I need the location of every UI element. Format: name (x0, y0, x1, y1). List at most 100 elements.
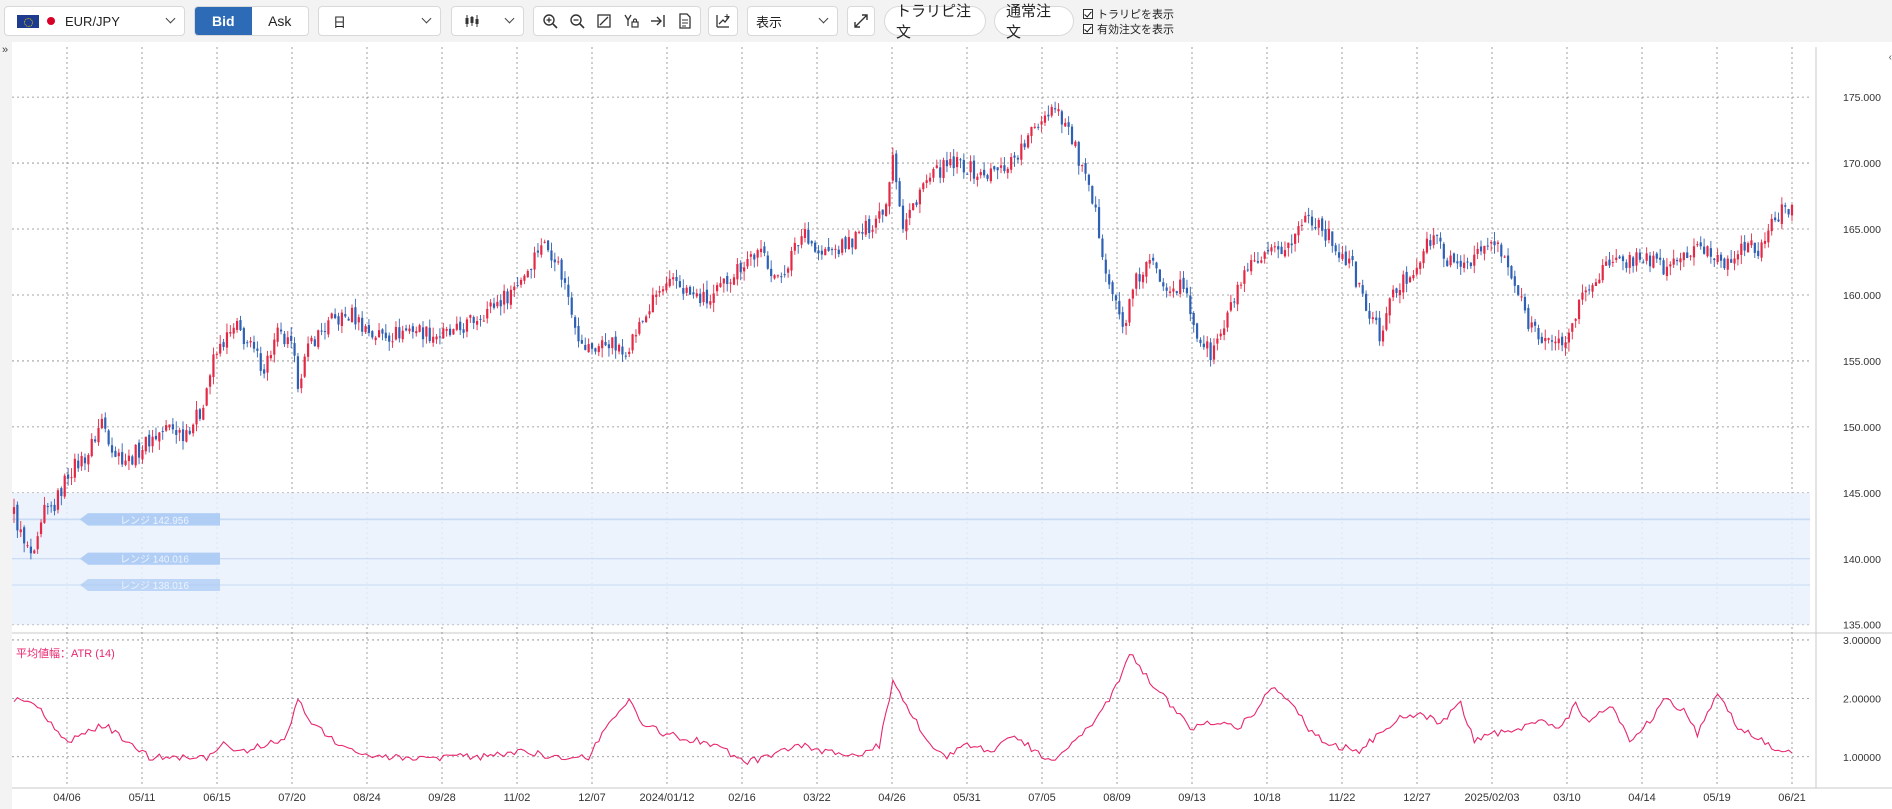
candle-body (1026, 135, 1030, 148)
chart-type-select[interactable] (451, 6, 524, 36)
candle-body (1435, 234, 1439, 236)
trendline-icon[interactable] (708, 6, 738, 36)
candle-body (36, 536, 39, 550)
candle-body (1530, 322, 1533, 328)
candle-body (1141, 274, 1145, 283)
symbol-select[interactable]: EUR/JPY (4, 6, 185, 36)
candle-body (492, 303, 496, 308)
candle-body (1608, 259, 1611, 266)
candle-body (908, 209, 911, 218)
candle-body (695, 293, 698, 297)
crosshair-lock-icon[interactable] (617, 7, 644, 35)
candle-body (465, 319, 469, 332)
candle-body (966, 173, 969, 175)
candle-body (1250, 260, 1253, 272)
candle-body (442, 328, 445, 339)
candle-body (952, 156, 955, 169)
candle-body (377, 330, 381, 338)
candle-body (1490, 242, 1493, 244)
candle-body (151, 436, 154, 447)
candle-body (26, 545, 29, 547)
jump-latest-icon[interactable] (644, 7, 671, 35)
candle-body (1500, 244, 1503, 257)
candle-body (198, 409, 202, 419)
candle-body (540, 245, 543, 255)
period-select[interactable]: 日 (318, 6, 441, 36)
zoom-out-icon[interactable] (563, 7, 590, 35)
collapse-panel-icon[interactable]: ‹ (1888, 52, 1892, 63)
candle-body (137, 442, 141, 458)
candle-body (1517, 285, 1520, 296)
range-tag (80, 552, 220, 565)
candle-body (672, 277, 675, 280)
candle-body (300, 378, 303, 389)
candle-body (452, 329, 455, 335)
candle-body (232, 327, 235, 334)
candle-body (631, 334, 634, 351)
show-active-orders-label: 有効注文を表示 (1097, 24, 1174, 36)
bid-button[interactable]: Bid (195, 7, 252, 35)
show-trarepi-checkbox[interactable]: トラリピを表示 (1083, 6, 1174, 22)
candle-body (864, 220, 867, 235)
candle-body (1337, 252, 1341, 258)
candle-body (1716, 254, 1719, 262)
ask-button[interactable]: Ask (268, 13, 292, 29)
display-select[interactable]: 表示 (747, 6, 838, 36)
candle-body (1503, 256, 1506, 258)
candle-body (1787, 209, 1790, 215)
fit-icon[interactable] (590, 7, 617, 35)
candle-body (1101, 238, 1104, 258)
candle-body (820, 250, 823, 255)
candle-body (685, 287, 688, 293)
candle-body (357, 317, 360, 323)
candle-body (1097, 207, 1101, 239)
x-tick-label: 11/02 (504, 792, 531, 804)
trarepi-order-button[interactable]: トラリピ注文 (884, 3, 986, 41)
candle-body (1706, 246, 1709, 257)
candle-body (425, 326, 428, 337)
candle-body (1361, 285, 1364, 294)
zoom-in-icon[interactable] (536, 7, 563, 35)
candle-body (110, 445, 114, 453)
candle-body (1131, 289, 1134, 299)
document-icon[interactable] (671, 7, 698, 35)
show-active-orders-checkbox[interactable]: 有効注文を表示 (1083, 21, 1174, 37)
candle-body (1314, 226, 1317, 229)
candle-body (597, 346, 600, 353)
candle-body (1672, 258, 1675, 265)
candle-body (391, 341, 394, 343)
normal-order-button[interactable]: 通常注文 (994, 3, 1074, 41)
candle-body (614, 336, 617, 351)
candle-body (1280, 246, 1283, 255)
atr-y-tick-label: 3.00000 (1843, 635, 1881, 647)
candle-body (1689, 255, 1692, 257)
candle-body (1239, 284, 1243, 286)
candle-body (935, 165, 938, 168)
candle-body (702, 291, 705, 303)
expand-icon[interactable] (847, 6, 875, 36)
candle-body (807, 229, 810, 244)
candle-body (915, 202, 918, 206)
candle-body (344, 314, 347, 317)
expand-sidebar-icon: » (2, 44, 9, 56)
candle-body (188, 430, 191, 434)
candle-body (252, 341, 256, 349)
sidebar-toggle[interactable]: » (0, 42, 12, 809)
candle-body (56, 490, 60, 510)
x-tick-label: 2025/02/03 (1464, 792, 1519, 804)
candle-body (905, 219, 908, 232)
candle-body (33, 550, 36, 554)
candle-body (1429, 240, 1432, 246)
candle-body (374, 337, 377, 341)
candle-body (1290, 243, 1293, 246)
candle-body (1256, 261, 1260, 263)
candle-body (1310, 216, 1314, 226)
candle-body (1713, 258, 1716, 261)
candle-body (526, 270, 529, 278)
candle-body (171, 424, 174, 430)
candle-body (1645, 253, 1648, 261)
candle-body (1604, 261, 1608, 266)
y-tick-label: 140.000 (1843, 554, 1881, 566)
candle-body (1375, 317, 1378, 321)
